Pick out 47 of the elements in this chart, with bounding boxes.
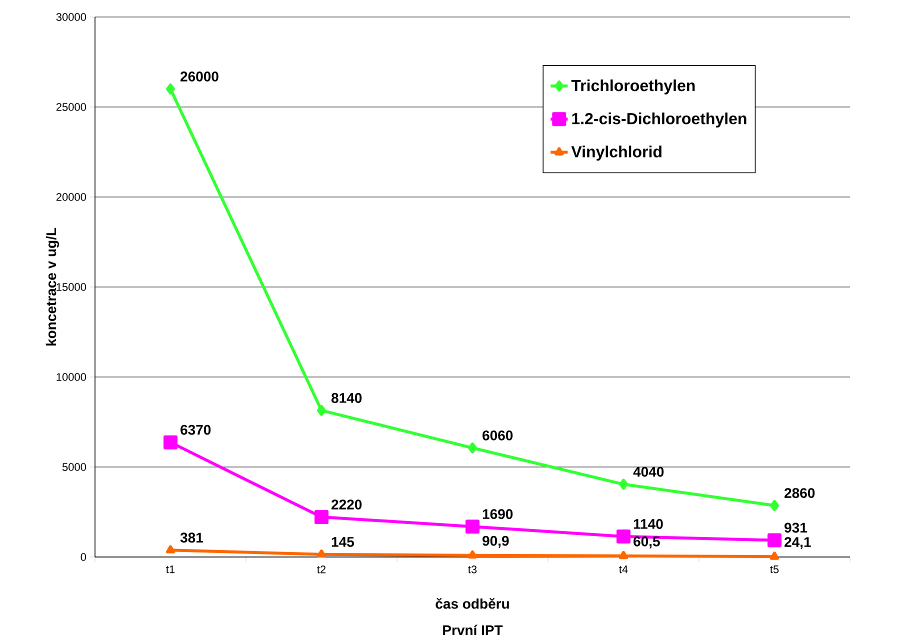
point — [770, 500, 780, 512]
data-label: 60,5 — [634, 536, 660, 548]
point — [618, 550, 628, 560]
data-label: 2860 — [784, 488, 815, 498]
point — [768, 533, 782, 548]
point — [619, 478, 628, 490]
point — [317, 404, 326, 416]
data-label: 1690 — [482, 509, 513, 520]
data-label: 8140 — [331, 393, 362, 403]
y-tick-label: 0 — [80, 553, 86, 561]
data-label: 381 — [180, 532, 204, 543]
data-label: 6370 — [180, 424, 211, 435]
text: První IPT — [443, 624, 503, 636]
data-label: 931 — [784, 522, 808, 533]
point — [770, 552, 780, 560]
point — [466, 520, 480, 534]
data-label: 2220 — [332, 500, 362, 510]
data-label: 145 — [332, 537, 354, 547]
y-tick-label: 15000 — [56, 283, 86, 291]
point — [166, 83, 175, 94]
y-tick-label: 10000 — [56, 373, 86, 381]
point — [164, 435, 178, 450]
point — [468, 442, 478, 454]
y-tick-label: 25000 — [56, 103, 86, 111]
x-tick-label: t5 — [770, 566, 779, 574]
point — [166, 545, 176, 554]
y-tick-label: 20000 — [56, 193, 86, 201]
x-tick-label: t1 — [166, 566, 175, 574]
x-axis-title: čas odběru — [436, 598, 509, 609]
data-label: 1140 — [634, 519, 663, 529]
point — [316, 549, 326, 558]
legend-label: Trichloroethylen — [571, 79, 695, 94]
x-tick-label: t4 — [619, 566, 628, 574]
data-label: 90,9 — [482, 536, 509, 548]
x-tick-label: t3 — [468, 566, 477, 574]
data-label: 26000 — [180, 72, 218, 82]
data-label: 6060 — [482, 430, 513, 440]
legend-label: 1.2-cis-Dichloroethylen — [572, 112, 746, 128]
point — [468, 550, 478, 559]
x-tick-label: t2 — [317, 566, 326, 574]
point — [616, 529, 631, 544]
data-label: 4040 — [633, 466, 664, 477]
data-label: 24,1 — [784, 537, 811, 550]
point — [314, 510, 329, 524]
legend-label: Vinylchlorid — [571, 146, 662, 161]
y-tick-label: 30000 — [56, 13, 86, 21]
y-tick-label: 5000 — [62, 463, 86, 471]
